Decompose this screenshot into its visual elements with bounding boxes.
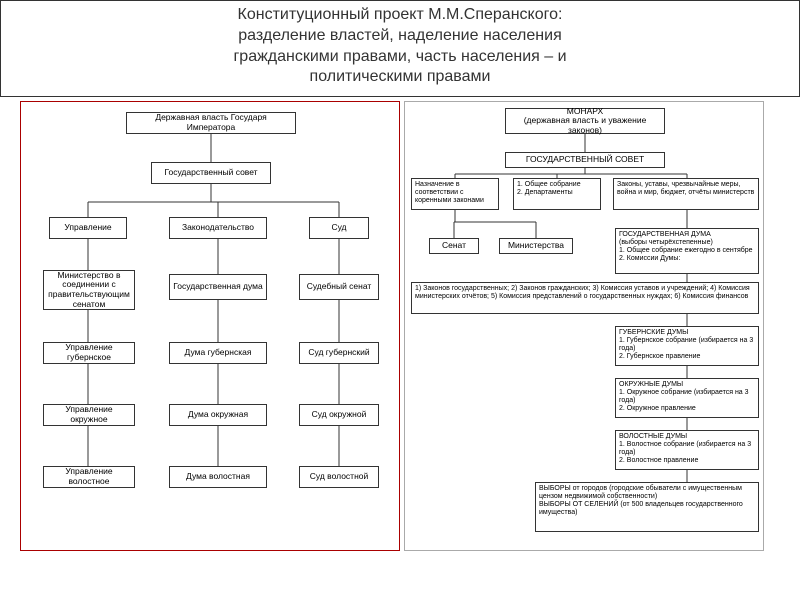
- diagram-node: ОКРУЖНЫЕ ДУМЫ 1. Окружное собрание (изби…: [615, 378, 759, 418]
- diagram-node: Дума волостная: [169, 466, 267, 488]
- diagram-node: ГУБЕРНСКИЕ ДУМЫ 1. Губернское собрание (…: [615, 326, 759, 366]
- diagram-node: Управление губернское: [43, 342, 135, 364]
- diagram-node: Суд губернский: [299, 342, 379, 364]
- title-line: политическими правами: [21, 67, 779, 88]
- diagram-node: ГОСУДАРСТВЕННАЯ ДУМА (выборы четырёхстеп…: [615, 228, 759, 274]
- diagram-node: Суд волостной: [299, 466, 379, 488]
- diagram-right: МОНАРХ (державная власть и уважение зако…: [404, 101, 764, 551]
- diagram-left: Державная власть Государя Императора Госу…: [20, 101, 400, 551]
- diagram-node: Министерства: [499, 238, 573, 254]
- diagram-node: ГОСУДАРСТВЕННЫЙ СОВЕТ: [505, 152, 665, 168]
- diagram-node: Законодательство: [169, 217, 267, 239]
- page-title: Конституционный проект М.М.Сперанского: …: [0, 0, 800, 97]
- diagram-node: 1. Общее собрание 2. Департаменты: [513, 178, 601, 210]
- diagram-node: Управление окружное: [43, 404, 135, 426]
- diagram-node: Управление волостное: [43, 466, 135, 488]
- diagram-node: 1) Законов государственных; 2) Законов г…: [411, 282, 759, 314]
- diagram-node: Судебный сенат: [299, 274, 379, 300]
- diagram-node: Государственная дума: [169, 274, 267, 300]
- diagram-node: Сенат: [429, 238, 479, 254]
- diagram-node: Законы, уставы, чрезвычайные меры, война…: [613, 178, 759, 210]
- title-line: разделение властей, наделение населения: [21, 26, 779, 47]
- diagram-node: Державная власть Государя Императора: [126, 112, 296, 134]
- diagram-node: Управление: [49, 217, 127, 239]
- diagram-node: Суд окружной: [299, 404, 379, 426]
- diagram-node: ВОЛОСТНЫЕ ДУМЫ 1. Волостное собрание (из…: [615, 430, 759, 470]
- diagram-node: Дума окружная: [169, 404, 267, 426]
- diagram-node: Суд: [309, 217, 369, 239]
- diagram-node: Назначение в соответствии с коренными за…: [411, 178, 499, 210]
- diagram-node: МОНАРХ (державная власть и уважение зако…: [505, 108, 665, 134]
- diagram-node: ВЫБОРЫ от городов (городские обыватели с…: [535, 482, 759, 532]
- title-line: Конституционный проект М.М.Сперанского:: [21, 5, 779, 26]
- diagram-node: Государственный совет: [151, 162, 271, 184]
- diagram-node: Министерство в соединении с правительств…: [43, 270, 135, 310]
- title-line: гражданскими правами, часть населения – …: [21, 47, 779, 68]
- diagram-node: Дума губернская: [169, 342, 267, 364]
